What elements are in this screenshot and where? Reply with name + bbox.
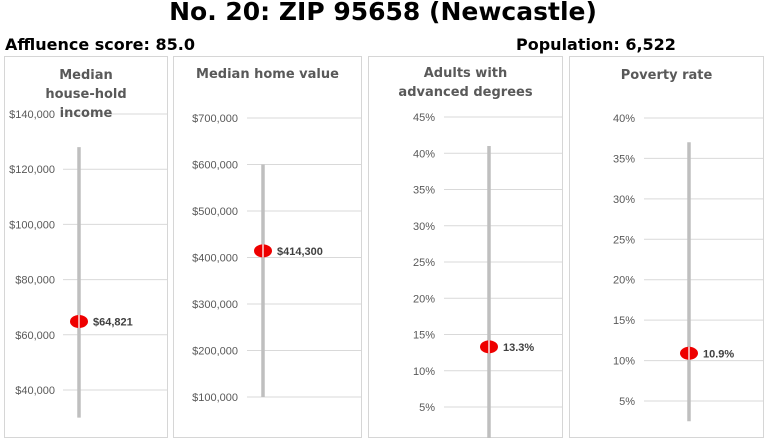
value-label: $64,821 bbox=[93, 316, 133, 328]
tick-label: 20% bbox=[613, 275, 635, 287]
chart-plot: 5% 10% 15% 20% 25% 30% 35% 40% 45% 13.3% bbox=[413, 112, 562, 438]
tick-label: $60,000 bbox=[15, 330, 55, 342]
tick-label: 35% bbox=[613, 153, 635, 165]
tick-label: $200,000 bbox=[192, 346, 238, 358]
tick-label: $40,000 bbox=[15, 385, 55, 397]
page-title: No. 20: ZIP 95658 (Newcastle) bbox=[169, 0, 597, 26]
poverty-rate-chart-panel: 5% 10% 15% 20% 25% 30% 35% 40% 10.9% Poverty rat… bbox=[569, 56, 764, 438]
income-chart-panel: $40,000 $60,000 $80,000 $100,000 $120,000 $14… bbox=[4, 56, 168, 438]
value-label: 13.3% bbox=[503, 342, 534, 354]
value-label: 10.9% bbox=[703, 348, 734, 360]
affluence-score: Affluence score: 85.0 bbox=[5, 35, 195, 54]
tick-label: $120,000 bbox=[9, 164, 55, 176]
tick-label: 35% bbox=[413, 185, 435, 197]
tick-label: 30% bbox=[613, 194, 635, 206]
tick-label: 25% bbox=[413, 257, 435, 269]
tick-label: $400,000 bbox=[192, 253, 238, 265]
chart-plot: $100,000 $200,000 $300,000 $400,000 $500,000… bbox=[192, 113, 361, 404]
tick-label: 40% bbox=[413, 148, 435, 160]
tick-label: 5% bbox=[419, 402, 435, 414]
tick-label: 15% bbox=[413, 330, 435, 342]
tick-label: 15% bbox=[613, 315, 635, 327]
tick-label: $80,000 bbox=[15, 275, 55, 287]
tick-label: 10% bbox=[413, 366, 435, 378]
chart-title: Adults with advanced degrees bbox=[398, 66, 533, 100]
tick-label: 5% bbox=[619, 396, 635, 408]
chart-title: Poverty rate bbox=[620, 68, 713, 83]
advanced-degrees-chart-panel: 5% 10% 15% 20% 25% 30% 35% 40% 45% 13.3% Adults w… bbox=[368, 56, 563, 438]
tick-label: $700,000 bbox=[192, 113, 238, 125]
chart-plot: $40,000 $60,000 $80,000 $100,000 $120,000 $14… bbox=[9, 109, 167, 418]
tick-label: 45% bbox=[413, 112, 435, 124]
chart-title: Median home value bbox=[196, 67, 339, 82]
population: Population: 6,522 bbox=[516, 35, 676, 54]
home-value-chart-panel: $100,000 $200,000 $300,000 $400,000 $500,000… bbox=[173, 56, 362, 438]
tick-label: 40% bbox=[613, 113, 635, 125]
tick-label: $600,000 bbox=[192, 160, 238, 172]
chart-plot: 5% 10% 15% 20% 25% 30% 35% 40% 10.9% bbox=[613, 113, 763, 422]
tick-label: $300,000 bbox=[192, 299, 238, 311]
tick-label: $140,000 bbox=[9, 109, 55, 121]
tick-label: 30% bbox=[413, 221, 435, 233]
chart-title: Median house-hold income bbox=[45, 68, 127, 121]
tick-label: $100,000 bbox=[192, 392, 238, 404]
value-label: $414,300 bbox=[277, 246, 323, 258]
tick-label: 10% bbox=[613, 356, 635, 368]
tick-label: $500,000 bbox=[192, 206, 238, 218]
tick-label: 20% bbox=[413, 293, 435, 305]
tick-label: $100,000 bbox=[9, 219, 55, 231]
tick-label: 25% bbox=[613, 234, 635, 246]
